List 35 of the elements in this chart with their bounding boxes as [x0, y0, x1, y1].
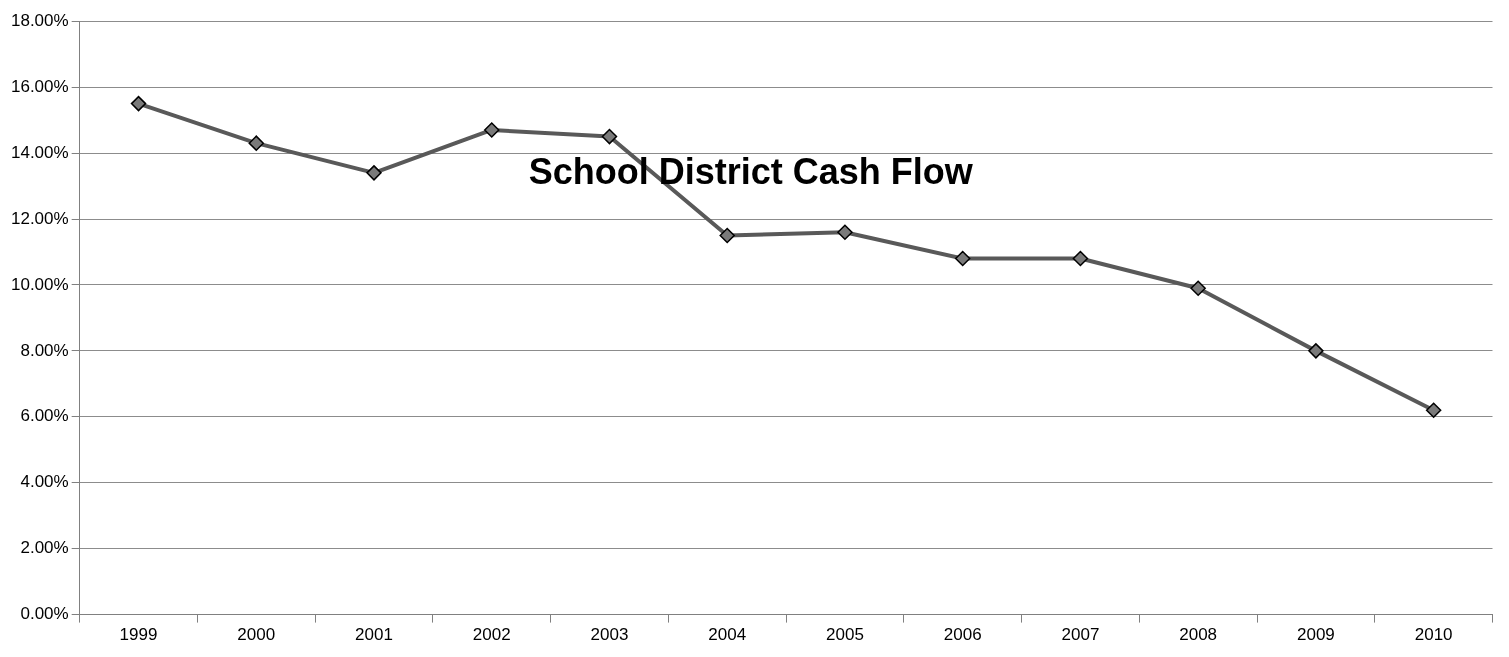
- y-tick-label: 4.00%: [20, 472, 69, 492]
- x-tick-label: 2003: [590, 625, 629, 645]
- x-tick-label: 2009: [1296, 625, 1335, 645]
- x-tick-label: 2006: [943, 625, 982, 645]
- text: School District Cash Flow: [528, 150, 974, 192]
- x-tick-label: 2007: [1061, 625, 1100, 645]
- point: [1072, 250, 1089, 267]
- y-tick-label: 12.00%: [10, 208, 69, 228]
- y-tick-label: 14.00%: [10, 142, 69, 162]
- point: [483, 122, 500, 138]
- point: [130, 95, 147, 112]
- x-tick-label: 2001: [355, 625, 393, 645]
- y-tick-label: 18.00%: [10, 10, 69, 30]
- point: [837, 224, 853, 240]
- point: [1425, 402, 1442, 418]
- x-tick-label: 1999: [119, 625, 158, 645]
- point: [719, 227, 735, 244]
- y-tick-label: 6.00%: [20, 406, 69, 426]
- point: [954, 250, 971, 267]
- point: [1190, 280, 1206, 296]
- point: [366, 165, 382, 181]
- point: [248, 135, 265, 151]
- x-tick-label: 2004: [708, 625, 747, 645]
- point: [1308, 343, 1324, 359]
- y-tick-label: 0.00%: [20, 604, 69, 624]
- x-tick-label: 2000: [237, 625, 276, 645]
- y-tick-label: 2.00%: [20, 538, 69, 558]
- x-tick-label: 2002: [472, 625, 511, 645]
- x-tick-label: 2010: [1414, 625, 1453, 645]
- y-tick-label: 10.00%: [10, 274, 69, 294]
- x-tick-label: 2005: [826, 625, 864, 645]
- y-tick-label: 8.00%: [20, 340, 69, 360]
- x-tick-label: 2008: [1179, 625, 1218, 645]
- point: [601, 128, 618, 145]
- y-tick-label: 16.00%: [10, 76, 69, 96]
